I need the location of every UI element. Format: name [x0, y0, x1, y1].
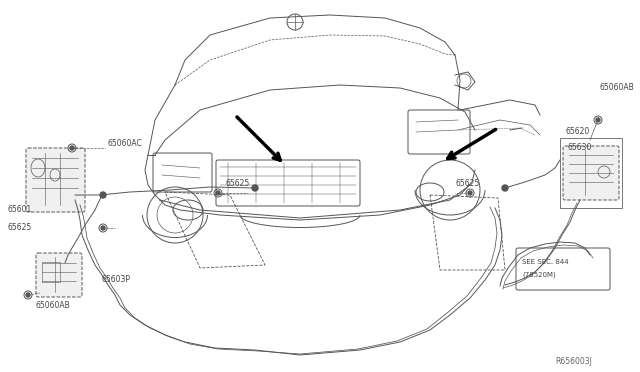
Circle shape [70, 146, 74, 150]
Text: R656003J: R656003J [555, 357, 592, 366]
Text: 65630: 65630 [568, 144, 593, 153]
Circle shape [596, 118, 600, 122]
Text: 65603P: 65603P [102, 276, 131, 285]
Circle shape [468, 191, 472, 195]
Text: 65620: 65620 [565, 128, 589, 137]
Circle shape [252, 185, 258, 191]
Text: 65625: 65625 [455, 179, 479, 187]
Circle shape [502, 185, 508, 191]
FancyBboxPatch shape [563, 146, 619, 200]
Text: 65601: 65601 [8, 205, 32, 215]
Circle shape [216, 191, 220, 195]
Circle shape [26, 293, 30, 297]
Circle shape [100, 192, 106, 198]
FancyBboxPatch shape [26, 148, 85, 212]
Text: (78520M): (78520M) [522, 272, 556, 278]
Text: 65060AB: 65060AB [36, 301, 71, 310]
Text: SEE SEC. 844: SEE SEC. 844 [522, 259, 568, 265]
Text: 65625: 65625 [8, 224, 32, 232]
Text: 65060AC: 65060AC [107, 140, 141, 148]
Circle shape [101, 226, 105, 230]
Bar [42, 262, 60, 282]
Bar [560, 138, 622, 208]
Text: 65625: 65625 [225, 179, 249, 187]
Text: 65060AB: 65060AB [600, 83, 635, 93]
FancyBboxPatch shape [36, 253, 82, 297]
